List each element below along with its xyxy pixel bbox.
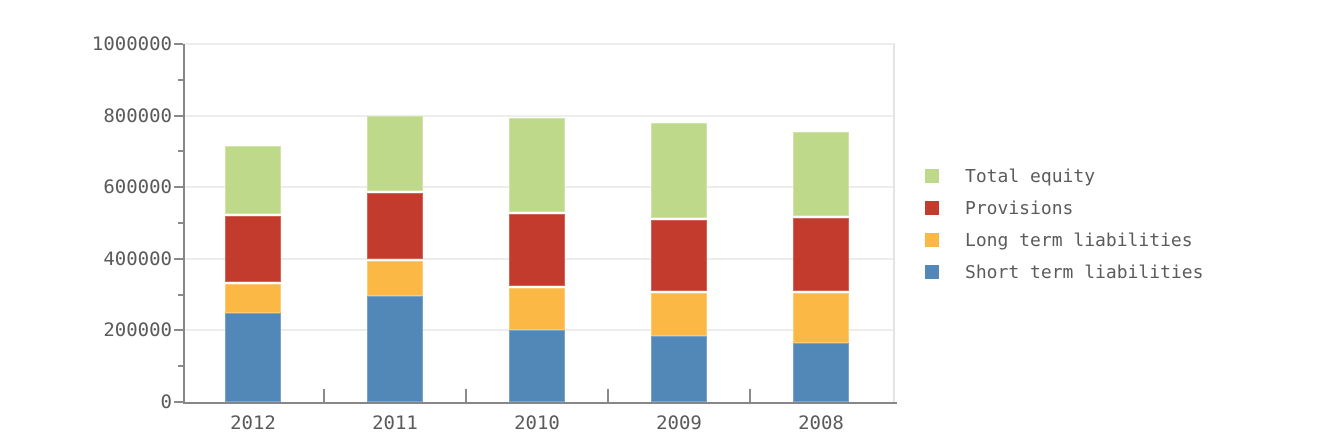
y-axis-minor-tick bbox=[178, 222, 183, 224]
bar-segment-2008-provisions bbox=[793, 217, 849, 292]
legend-item-provisions: Provisions bbox=[925, 197, 1203, 219]
x-axis-label: 2012 bbox=[230, 412, 276, 434]
x-axis-label: 2010 bbox=[514, 412, 560, 434]
legend-swatch-icon bbox=[925, 265, 939, 279]
bar-segment-2008-long-term-liabilities bbox=[793, 293, 849, 343]
bar-2012 bbox=[225, 44, 281, 402]
legend-item-total-equity: Total equity bbox=[925, 165, 1203, 187]
y-axis-major-tick bbox=[174, 257, 183, 260]
bar-segment-2011-long-term-liabilities bbox=[367, 260, 423, 297]
x-axis-label: 2011 bbox=[372, 412, 418, 434]
gridline bbox=[185, 43, 895, 45]
bar-segment-2009-long-term-liabilities bbox=[651, 293, 707, 336]
plot-border-right bbox=[893, 44, 895, 402]
y-axis-major-tick bbox=[174, 401, 183, 403]
bar-2010 bbox=[509, 44, 565, 402]
bar-segment-2008-short-term-liabilities bbox=[793, 342, 849, 402]
bar-segment-2012-total-equity bbox=[225, 146, 281, 215]
bar-segment-2010-provisions bbox=[509, 214, 565, 286]
y-axis-tick-label: 800000 bbox=[103, 104, 172, 127]
bar-segment-2010-long-term-liabilities bbox=[509, 287, 565, 331]
legend-item-long-term-liabilities: Long term liabilities bbox=[925, 229, 1203, 251]
bar-2009 bbox=[651, 44, 707, 402]
legend-label: Long term liabilities bbox=[965, 229, 1193, 251]
bar-segment-2011-short-term-liabilities bbox=[367, 296, 423, 402]
y-axis-major-tick bbox=[174, 186, 183, 189]
legend-swatch-icon bbox=[925, 201, 939, 215]
bar-segment-2012-long-term-liabilities bbox=[225, 284, 281, 313]
bar-segment-2012-provisions bbox=[225, 216, 281, 283]
bar-segment-2008-total-equity bbox=[793, 131, 849, 216]
y-axis-minor-tick bbox=[178, 365, 183, 368]
gridline bbox=[185, 114, 895, 117]
x-axis-tick bbox=[749, 389, 751, 402]
legend-item-short-term-liabilities: Short term liabilities bbox=[925, 261, 1204, 283]
legend-swatch-icon bbox=[925, 169, 939, 183]
y-axis-tick-label: 0 bbox=[160, 391, 172, 413]
y-axis-major-tick bbox=[174, 114, 183, 117]
bar-segment-2012-short-term-liabilities bbox=[225, 312, 281, 402]
x-axis-tick bbox=[465, 389, 467, 402]
y-axis-minor-tick bbox=[178, 293, 183, 296]
bar-segment-2009-total-equity bbox=[651, 122, 707, 218]
y-axis-line bbox=[183, 44, 185, 404]
bar-segment-2009-short-term-liabilities bbox=[651, 335, 707, 402]
y-axis-tick-label: 400000 bbox=[103, 247, 172, 270]
legend-swatch-icon bbox=[925, 233, 939, 247]
y-axis-tick-label: 1000000 bbox=[91, 33, 172, 55]
y-axis-minor-tick bbox=[178, 150, 183, 153]
legend-label: Total equity bbox=[965, 165, 1096, 187]
legend: Total equity Provisions Long term liabilit… bbox=[925, 165, 1204, 295]
bar-segment-2009-provisions bbox=[651, 219, 707, 292]
y-axis-tick-label: 600000 bbox=[103, 176, 172, 199]
bar-segment-2011-total-equity bbox=[367, 115, 423, 191]
y-axis-major-tick bbox=[174, 329, 183, 332]
y-axis-minor-tick bbox=[178, 78, 183, 81]
legend-label: Provisions bbox=[965, 197, 1074, 219]
y-axis-tick-label: 200000 bbox=[103, 319, 172, 342]
bar-segment-2010-total-equity bbox=[509, 117, 565, 213]
y-axis-major-tick bbox=[174, 43, 183, 45]
legend-label: Short term liabilities bbox=[965, 261, 1204, 283]
bar-2011 bbox=[367, 44, 423, 402]
bar-segment-2010-short-term-liabilities bbox=[509, 330, 565, 402]
x-axis-label: 2008 bbox=[798, 412, 844, 434]
x-axis-tick bbox=[607, 389, 609, 402]
x-axis-label: 2009 bbox=[656, 412, 702, 434]
bar-segment-2011-provisions bbox=[367, 192, 423, 259]
x-axis-line bbox=[183, 402, 897, 404]
x-axis-tick bbox=[323, 389, 325, 402]
bar-2008 bbox=[793, 44, 849, 402]
